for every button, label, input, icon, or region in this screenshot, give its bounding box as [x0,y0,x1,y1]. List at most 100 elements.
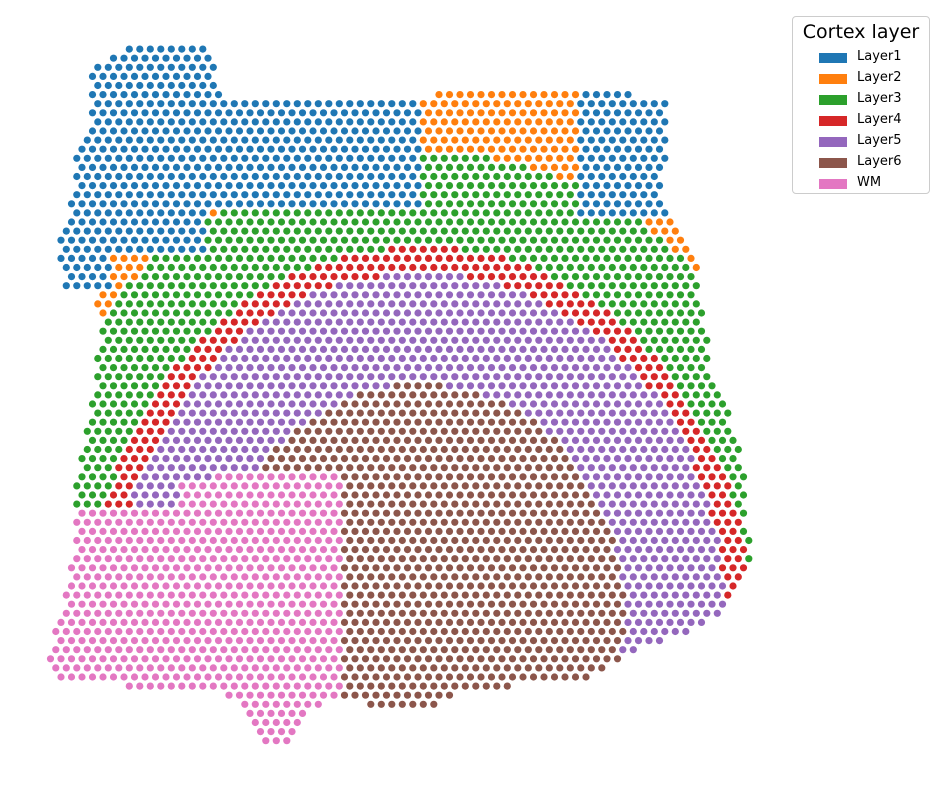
spot-layer4 [330,273,338,281]
spot-layer3 [162,364,170,372]
spot-layer6 [351,673,359,681]
spot-wm [188,518,196,526]
spot-layer4 [729,527,737,536]
spot-wm [157,573,165,581]
spot-layer3 [456,236,464,244]
spot-layer5 [613,546,622,554]
spot-layer1 [592,163,601,171]
spot-layer1 [619,154,627,162]
spot-layer3 [561,218,569,226]
spot-layer1 [146,154,154,162]
spot-layer6 [398,464,406,472]
spot-layer3 [498,182,506,190]
spot-layer5 [440,354,448,363]
spot-layer3 [703,409,711,417]
spot-layer3 [178,300,186,308]
spot-layer5 [582,455,590,463]
spot-layer3 [472,154,480,162]
spot-layer3 [372,236,380,244]
spot-layer1 [115,118,123,126]
spot-layer4 [141,418,149,426]
spot-layer5 [619,464,627,472]
spot-layer6 [424,618,433,627]
spot-layer3 [73,500,81,508]
spot-layer6 [340,509,349,517]
spot-wm [162,546,170,554]
spot-wm [251,682,259,690]
spot-layer4 [655,364,664,372]
spot-layer1 [73,263,81,272]
spot-layer6 [325,409,333,417]
spot-layer3 [330,236,338,244]
spot-layer6 [340,546,349,554]
spot-wm [151,655,160,663]
spot-layer5 [246,400,254,408]
spot-wm [241,573,249,581]
spot-layer5 [288,400,296,408]
spot-layer6 [529,418,538,426]
spot-layer3 [587,282,595,290]
spot-layer6 [377,427,385,435]
spot-layer6 [424,691,433,699]
spot-wm [325,609,333,617]
spot-layer5 [330,309,338,317]
spot-layer5 [703,609,711,617]
spot-wm [88,655,97,663]
spot-wm [136,682,144,690]
spot-layer5 [440,300,448,308]
spot-layer6 [519,546,527,554]
spot-layer1 [157,209,165,217]
spot-layer1 [393,145,401,153]
spot-wm [330,509,338,517]
spot-layer5 [640,500,648,508]
spot-layer5 [220,354,228,363]
spot-layer3 [435,200,443,208]
spot-wm [319,491,328,499]
spot-layer5 [230,354,238,363]
spot-layer6 [550,655,559,663]
spot-layer3 [309,254,317,262]
spot-layer5 [603,400,611,408]
spot-layer5 [430,282,438,290]
spot-layer2 [472,100,480,108]
spot-wm [304,518,312,526]
spot-layer5 [393,345,401,353]
spot-layer3 [115,445,123,454]
spot-layer5 [524,318,532,326]
spot-layer1 [603,109,611,117]
spot-layer5 [367,336,375,344]
spot-layer1 [120,145,128,153]
spot-layer1 [330,163,338,171]
spot-layer1 [199,191,207,199]
spot-layer5 [556,373,564,381]
spot-layer1 [640,209,648,217]
spot-layer6 [461,518,469,526]
spot-layer5 [592,364,601,372]
spot-layer5 [251,391,259,399]
spot-layer6 [487,673,496,681]
spot-layer3 [136,300,144,308]
spot-layer5 [582,418,590,426]
spot-layer5 [550,400,559,408]
spot-layer5 [241,354,249,363]
spot-layer5 [608,445,616,454]
spot-layer6 [540,509,548,517]
spot-layer1 [88,145,97,153]
spot-layer5 [697,600,706,608]
spot-wm [309,618,317,627]
spot-wm [246,691,254,699]
spot-layer5 [388,300,396,308]
spot-layer3 [241,245,249,253]
spot-layer6 [293,445,301,454]
spot-layer5 [277,436,286,444]
spot-layer3 [183,345,191,353]
spot-layer3 [634,254,643,262]
spot-wm [88,618,97,627]
spot-layer5 [330,400,338,408]
spot-layer3 [592,254,601,262]
spot-layer3 [146,282,154,290]
spot-layer1 [304,100,312,108]
spot-layer6 [361,655,370,663]
spot-layer5 [293,300,301,308]
spot-layer1 [624,127,632,135]
